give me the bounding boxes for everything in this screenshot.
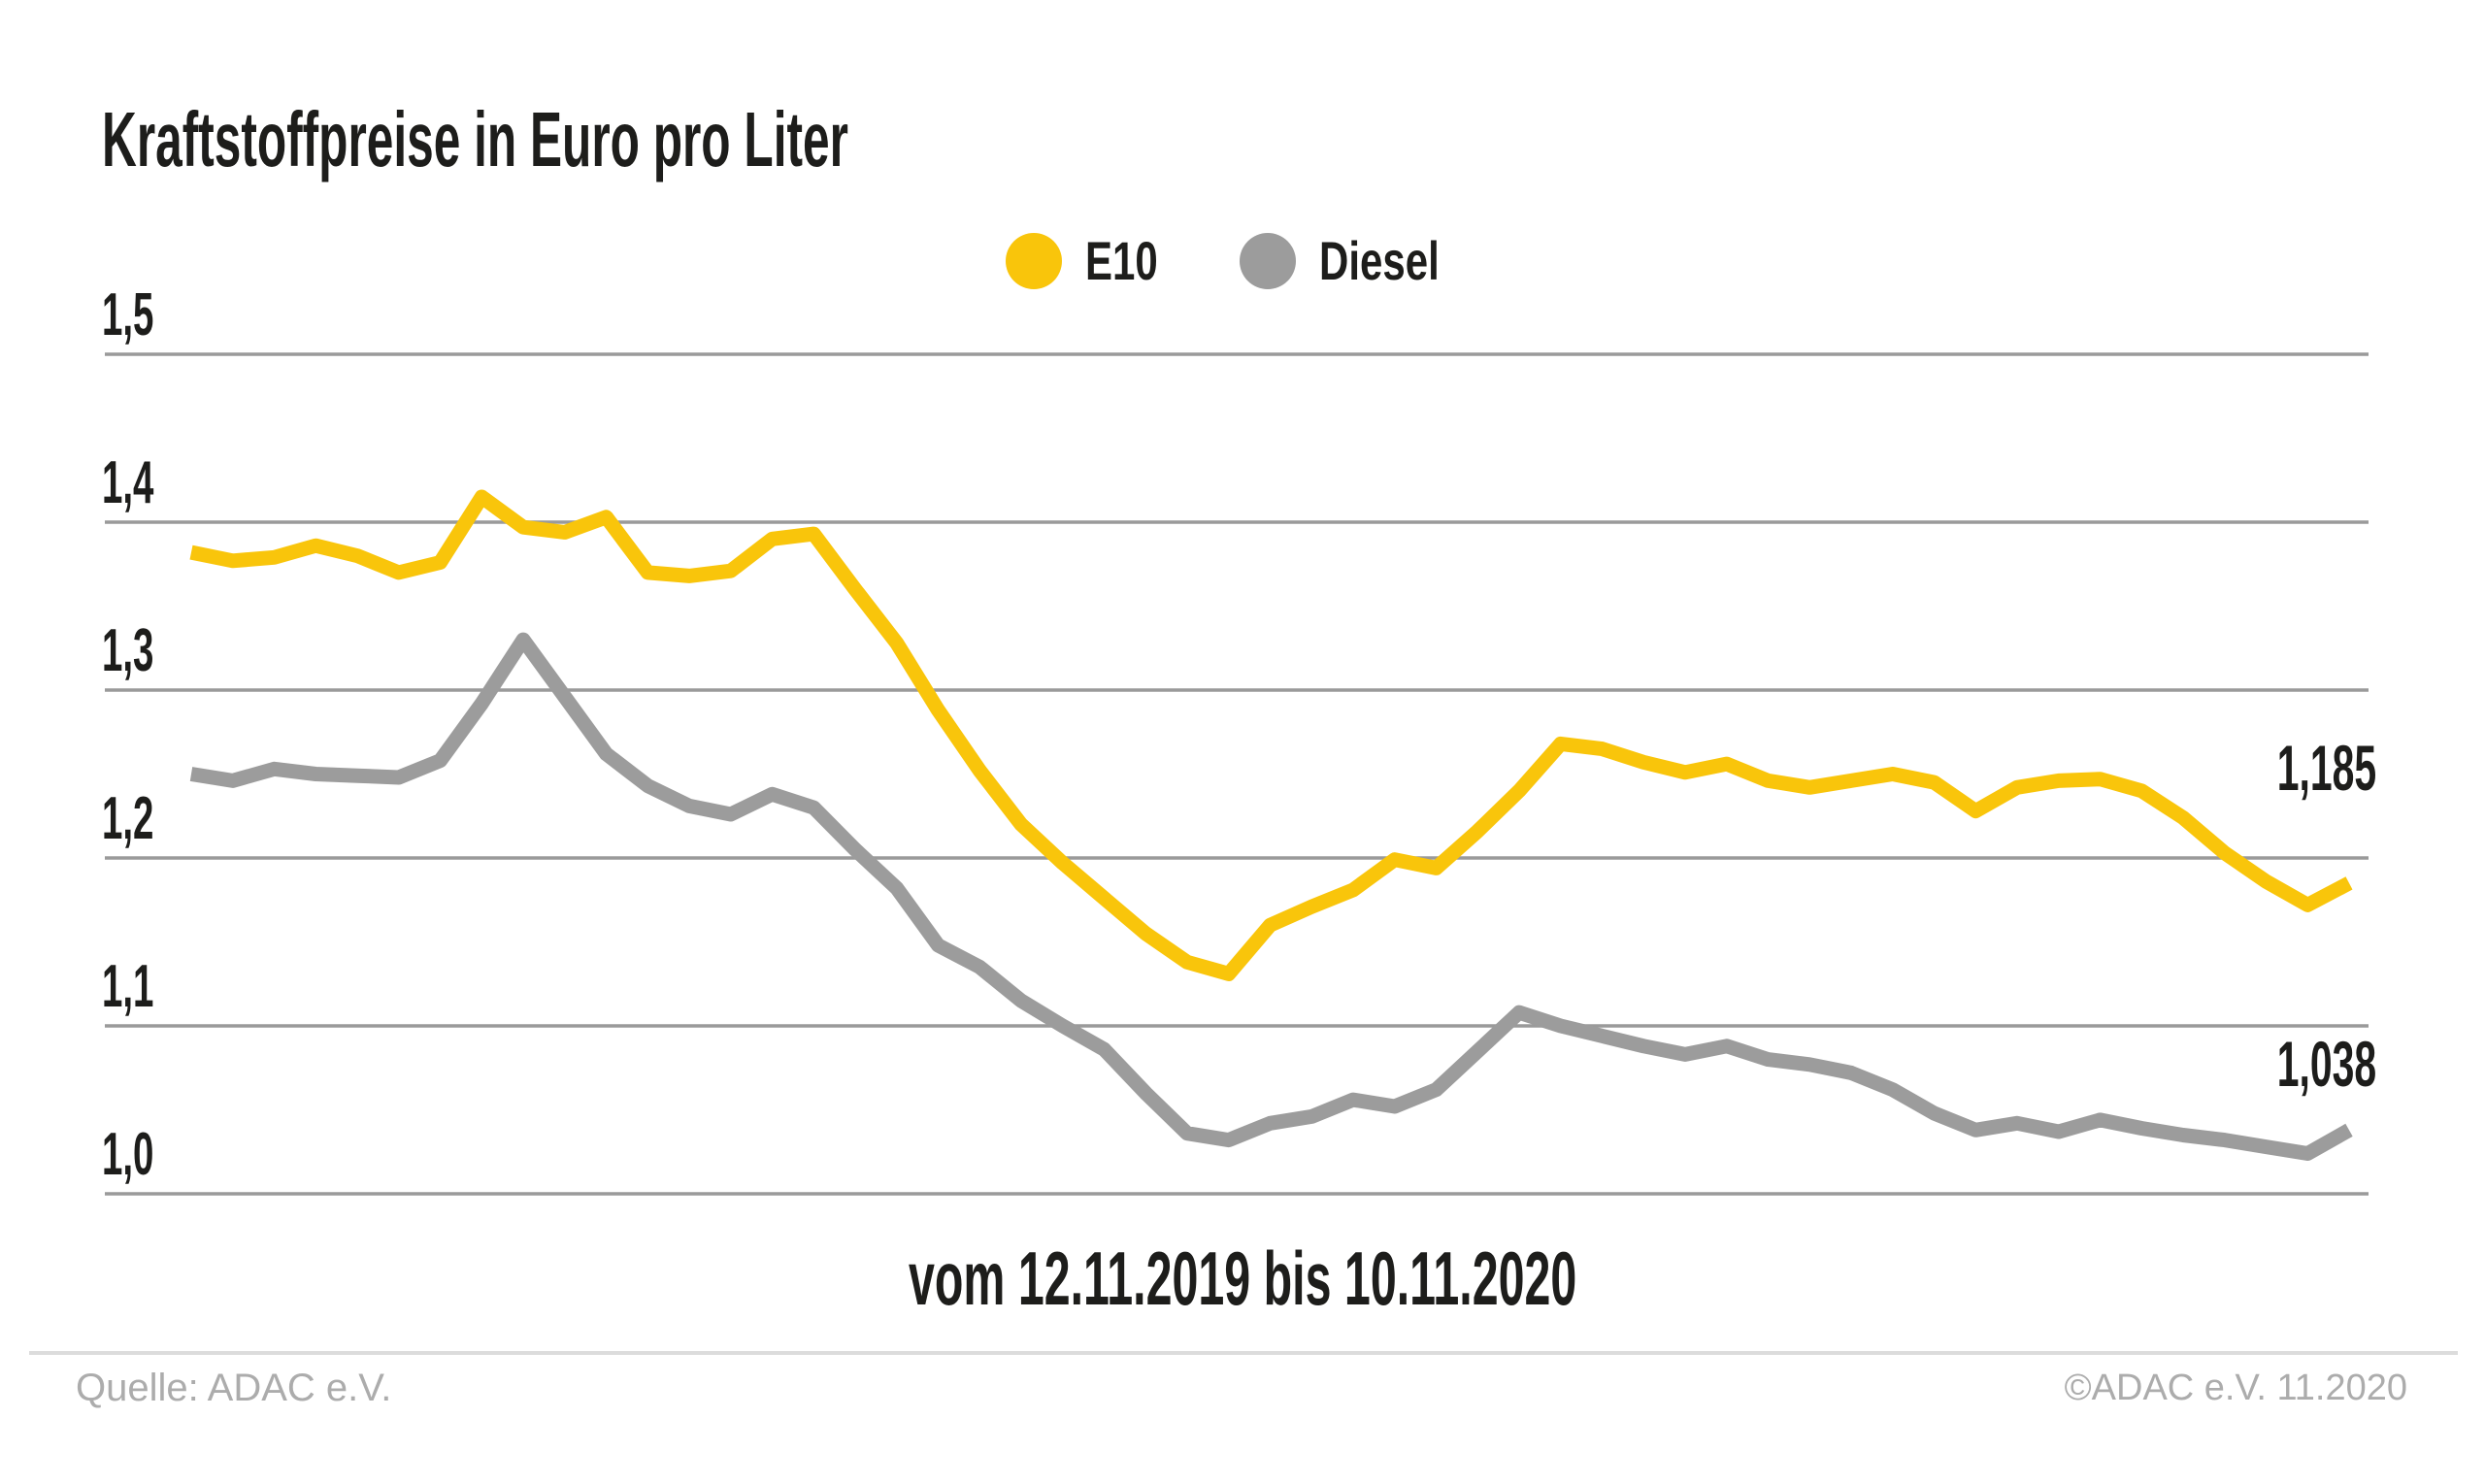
e10-legend-label: E10 bbox=[1084, 230, 1158, 291]
page-title-text: Kraftstoffpreise in Euro pro Liter bbox=[102, 96, 848, 182]
y-axis-tick-label: 1,3 bbox=[102, 617, 154, 684]
y-axis-tick-label: 1,1 bbox=[102, 953, 154, 1020]
page-title: Kraftstoffpreise in Euro pro Liter bbox=[102, 101, 1306, 179]
legend-item-e10: E10 bbox=[1005, 230, 1182, 291]
y-axis-tick-label: 1,2 bbox=[102, 785, 154, 852]
footer-divider bbox=[29, 1351, 2458, 1355]
y-axis-tick-label: 1,0 bbox=[102, 1121, 154, 1188]
diesel-legend-label: Diesel bbox=[1319, 230, 1441, 291]
e10-line bbox=[189, 489, 2353, 981]
e10-end-value-label: 1,185 bbox=[2276, 732, 2376, 804]
y-axis-tick-label: 1,4 bbox=[102, 449, 154, 516]
diesel-line bbox=[189, 632, 2353, 1161]
e10-legend-dot-icon bbox=[1005, 233, 1062, 289]
gridlines bbox=[105, 352, 2369, 1196]
diesel-legend-dot-icon bbox=[1240, 233, 1297, 289]
legend: E10 Diesel bbox=[0, 231, 2485, 291]
y-axis-tick-label: 1,5 bbox=[102, 281, 154, 348]
x-axis-label: vom 12.11.2019 bis 10.11.2020 bbox=[908, 1236, 1577, 1321]
copyright-note: ©ADAC e.V. 11.2020 bbox=[2064, 1368, 2407, 1408]
legend-item-diesel: Diesel bbox=[1240, 233, 1479, 289]
source-note: Quelle: ADAC e.V. bbox=[76, 1367, 392, 1409]
diesel-end-value-label: 1,038 bbox=[2276, 1028, 2376, 1100]
